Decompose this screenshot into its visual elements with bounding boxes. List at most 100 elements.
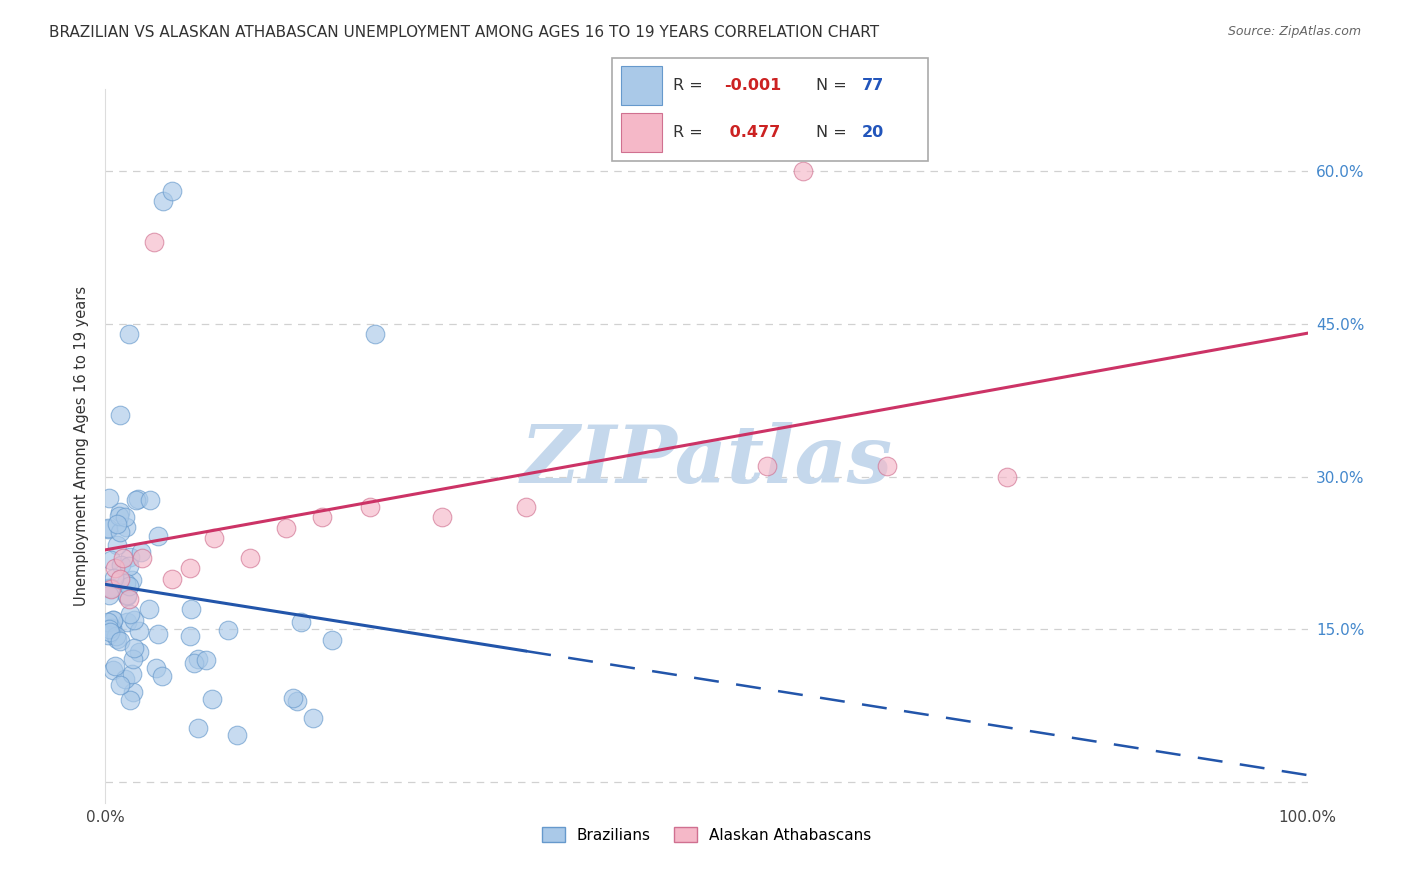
Text: N =: N = [815, 126, 846, 140]
Text: 0.477: 0.477 [724, 126, 780, 140]
Point [97, 588, 120, 602]
Point [97, 615, 120, 630]
Point [97, 628, 120, 642]
Point [100, 621, 122, 635]
Point [321, 633, 343, 648]
Point [115, 615, 138, 629]
Point [217, 623, 239, 637]
Point [114, 673, 136, 687]
Point [105, 629, 128, 643]
Point [108, 505, 131, 519]
Point [281, 690, 304, 705]
Point [115, 519, 138, 533]
Text: BRAZILIAN VS ALASKAN ATHABASCAN UNEMPLOYMENT AMONG AGES 16 TO 19 YEARS CORRELATI: BRAZILIAN VS ALASKAN ATHABASCAN UNEMPLOY… [49, 25, 879, 40]
Point [274, 520, 297, 534]
Text: N =: N = [815, 78, 846, 93]
Point [110, 524, 132, 539]
Point [110, 558, 132, 572]
Point [129, 545, 152, 559]
FancyBboxPatch shape [621, 113, 662, 153]
Point [118, 607, 141, 621]
Point [100, 624, 122, 639]
Point [97, 581, 120, 595]
Point [179, 561, 201, 575]
Text: ZIPatlas: ZIPatlas [520, 422, 893, 499]
Text: -0.001: -0.001 [724, 78, 782, 93]
Point [180, 602, 202, 616]
Point [100, 581, 122, 595]
Point [103, 613, 125, 627]
Point [301, 711, 323, 725]
Point [122, 651, 145, 665]
Point [105, 538, 128, 552]
Point [363, 326, 385, 341]
Point [115, 589, 138, 603]
Point [290, 615, 312, 629]
Point [108, 409, 131, 423]
Point [103, 571, 125, 585]
Y-axis label: Unemployment Among Ages 16 to 19 years: Unemployment Among Ages 16 to 19 years [75, 286, 90, 606]
Point [194, 653, 217, 667]
Point [187, 721, 209, 735]
Point [101, 621, 124, 635]
FancyBboxPatch shape [621, 66, 662, 105]
Point [202, 531, 225, 545]
Point [146, 627, 169, 641]
Point [148, 529, 170, 543]
Point [311, 510, 333, 524]
Point [121, 667, 143, 681]
Point [105, 632, 128, 646]
Point [995, 469, 1018, 483]
Point [118, 591, 141, 606]
Point [100, 553, 122, 567]
Point [118, 579, 141, 593]
Text: R =: R = [673, 78, 703, 93]
Point [876, 459, 898, 474]
Point [150, 669, 173, 683]
Point [100, 581, 122, 595]
Point [187, 652, 209, 666]
Point [755, 459, 778, 474]
Point [97, 521, 120, 535]
Point [105, 517, 128, 532]
Point [98, 622, 121, 636]
Legend: Brazilians, Alaskan Athabascans: Brazilians, Alaskan Athabascans [536, 821, 877, 848]
Point [118, 550, 141, 565]
Point [124, 614, 146, 628]
Point [430, 510, 453, 524]
Point [226, 728, 249, 742]
Point [103, 663, 125, 677]
Point [98, 491, 121, 505]
Point [117, 588, 139, 602]
Point [201, 692, 224, 706]
Point [118, 558, 141, 573]
Point [104, 561, 127, 575]
FancyBboxPatch shape [612, 58, 928, 161]
Point [128, 645, 150, 659]
Point [121, 573, 143, 587]
Point [108, 634, 131, 648]
Point [118, 326, 141, 341]
Point [97, 522, 120, 536]
Text: 20: 20 [862, 126, 884, 140]
Point [108, 572, 131, 586]
Point [125, 493, 148, 508]
Point [127, 492, 149, 507]
Point [131, 551, 153, 566]
Point [179, 629, 201, 643]
Point [142, 235, 165, 249]
Point [145, 661, 167, 675]
Point [128, 624, 150, 638]
Point [160, 572, 183, 586]
Point [104, 659, 127, 673]
Point [100, 582, 122, 596]
Point [112, 551, 135, 566]
Point [122, 641, 145, 656]
Point [139, 493, 162, 508]
Point [515, 500, 537, 515]
Point [152, 194, 174, 209]
Point [118, 693, 141, 707]
Point [359, 500, 381, 515]
Point [138, 602, 160, 616]
Point [115, 575, 138, 590]
